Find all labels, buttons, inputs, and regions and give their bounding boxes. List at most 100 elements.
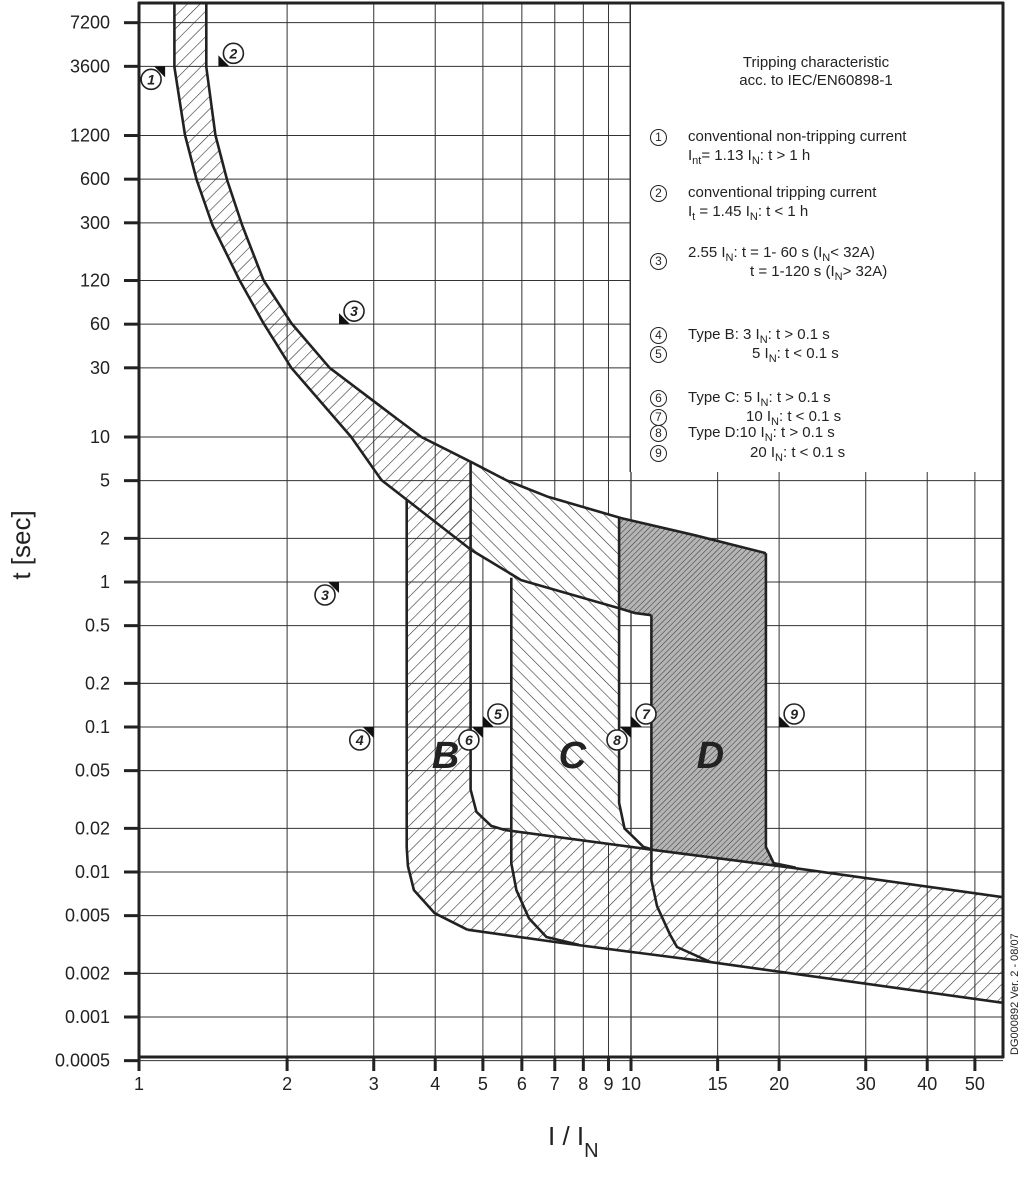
marker-flag-icon (482, 716, 494, 727)
curves (173, 3, 1003, 1005)
legend-line: It = 1.45 IN: t < 1 h (688, 203, 809, 223)
region-label-b: B (432, 735, 459, 777)
y-axis-title: t [sec] (6, 510, 36, 579)
y-tick-label: 0.005 (65, 906, 110, 926)
legend-text: : t > 1 h (759, 147, 811, 164)
type-b-inner-curve (469, 462, 505, 832)
marker-number: 8 (613, 732, 621, 748)
legend-text: : t < 0.1 s (776, 345, 839, 362)
type-b-outer-curve (405, 500, 468, 931)
marker-flag-icon (154, 66, 166, 78)
marker-flag-icon (471, 727, 483, 738)
thermal-lower-curve (173, 3, 652, 617)
legend-subscript: N (759, 334, 768, 346)
y-tick-label: 0.05 (75, 761, 110, 781)
marker-number: 2 (228, 45, 237, 61)
legend-line: Type B: 3 IN: t > 0.1 s (688, 326, 830, 346)
marker-number: 3 (321, 587, 329, 603)
legend-subscript: N (771, 416, 779, 428)
legend-subscript: N (764, 432, 773, 444)
marker-flag-icon (339, 313, 351, 325)
legend-text: : t > 0.1 s (767, 326, 830, 343)
legend-subscript: N (768, 353, 777, 365)
marker-6: 6 (458, 727, 483, 751)
legend-text: = 1.13 I (701, 147, 752, 164)
legend-text: = 1.45 I (695, 203, 750, 220)
legend-subscript: N (749, 211, 758, 223)
legend-number-icon: 5 (650, 346, 667, 363)
y-tick-label: 0.0005 (55, 1051, 110, 1071)
legend-text: conventional non-tripping current (688, 128, 907, 145)
x-axis-title-main: I / I (548, 1121, 584, 1151)
x-tick-label: 3 (369, 1074, 379, 1094)
marker-circle-icon (222, 42, 245, 65)
legend-subscript: nt (692, 155, 702, 167)
x-tick-label: 40 (917, 1074, 937, 1094)
y-tick-label: 1200 (70, 126, 110, 146)
marker-flag-icon (218, 55, 230, 67)
thermal-upper-curve (205, 3, 767, 555)
marker-7: 7 (631, 703, 657, 727)
legend-text: 20 I (750, 444, 776, 461)
marker-circle-icon (635, 703, 657, 725)
legend-line: Type C: 5 IN: t > 0.1 s (688, 389, 831, 409)
magnetic-lower-line (467, 928, 1003, 1005)
legend-text: Type B: 3 I (688, 326, 760, 343)
legend-text: I (688, 147, 693, 164)
legend-line: conventional tripping current (688, 184, 876, 201)
legend-line: 2.55 IN: t = 1- 60 s (IN< 32A) (688, 244, 875, 264)
legend-subscript: N (751, 155, 760, 167)
y-tick-label: 3600 (70, 56, 110, 76)
region-labels: B C D (432, 735, 724, 777)
y-tick-label: 0.002 (65, 963, 110, 983)
y-tick-label: 0.2 (85, 673, 110, 693)
ticks: 7200360012006003001206030105210.50.20.10… (55, 13, 985, 1094)
marker-8: 8 (606, 727, 631, 751)
type-c-region (470, 462, 654, 850)
x-axis-title: I / IN (548, 1121, 599, 1162)
marker-3: 3 (314, 582, 340, 606)
marker-5: 5 (482, 703, 509, 727)
marker-3: 3 (339, 300, 365, 325)
legend-number-icon: 3 (650, 253, 667, 270)
x-tick-label: 10 (621, 1074, 641, 1094)
marker-circle-icon (314, 584, 336, 606)
y-tick-label: 30 (90, 358, 110, 378)
x-tick-label: 20 (769, 1074, 789, 1094)
x-axis-title-sub: N (584, 1140, 598, 1162)
legend-number-icon: 1 (650, 129, 667, 146)
marker-4: 4 (348, 727, 374, 751)
legend-line: 5 IN: t < 0.1 s (752, 345, 839, 365)
legend-text: 10 I (746, 408, 772, 425)
legend-line: Type D:10 IN: t > 0.1 s (688, 424, 835, 444)
marker-circle-icon (606, 729, 628, 751)
y-tick-label: 10 (90, 427, 110, 447)
y-tick-label: 0.1 (85, 717, 110, 737)
y-tick-label: 300 (80, 213, 110, 233)
legend-text: Type D:10 I (688, 424, 765, 441)
marker-circle-icon (783, 703, 805, 725)
legend-line: Int= 1.13 IN: t > 1 h (688, 147, 811, 167)
legend-subscript: N (834, 271, 843, 283)
legend-text: conventional tripping current (688, 184, 877, 201)
legend-text: : t < 1 h (757, 203, 809, 220)
type-d-inner-curve (764, 553, 796, 869)
legend-subscript: t (692, 211, 696, 223)
x-tick-label: 15 (708, 1074, 728, 1094)
magnetic-upper-line (504, 828, 1003, 899)
marker-flag-icon (631, 716, 642, 727)
x-tick-label: 30 (856, 1074, 876, 1094)
legend-text: : t < 0.1 s (782, 444, 846, 461)
legend-text: : t > 0.1 s (768, 389, 831, 406)
legend-text: 2.55 I (688, 244, 726, 261)
y-tick-label: 600 (80, 169, 110, 189)
x-tick-label: 5 (478, 1074, 488, 1094)
y-tick-label: 0.02 (75, 818, 110, 838)
legend-text: Type C: 5 I (688, 389, 761, 406)
marker-9: 9 (779, 703, 805, 727)
legend-number-icon: 4 (650, 327, 667, 344)
legend-number-icon: 8 (650, 425, 667, 442)
marker-circle-icon (348, 729, 371, 751)
marker-flag-icon (328, 582, 340, 593)
